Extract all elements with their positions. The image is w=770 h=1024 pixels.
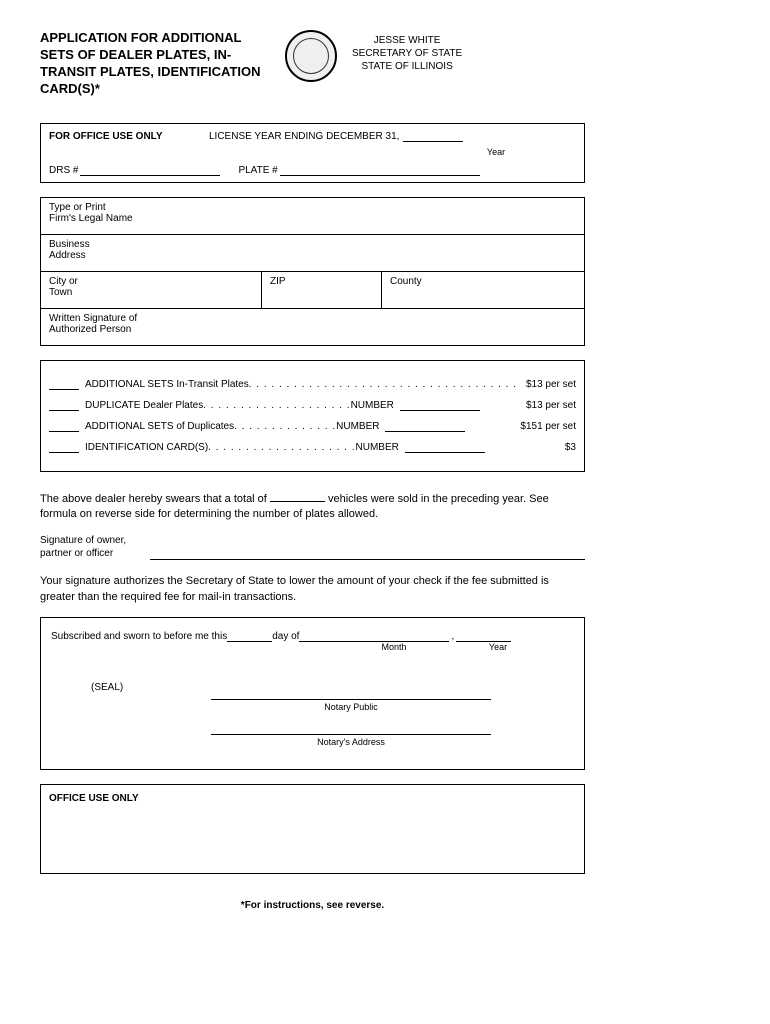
notary-box: Subscribed and sworn to before me this d…: [40, 617, 585, 770]
authority-block: JESSE WHITE SECRETARY OF STATE STATE OF …: [352, 30, 462, 73]
fee-intransit: ADDITIONAL SETS In-Transit Plates . . . …: [49, 379, 576, 390]
notary-public-label: Notary Public: [211, 702, 491, 712]
owner-signature-row: Signature of owner, partner or officer: [40, 534, 585, 560]
duplicate-number-field[interactable]: [400, 400, 480, 411]
plate-label: PLATE #: [238, 165, 277, 176]
number-label: NUMBER: [336, 421, 379, 432]
label-zip: ZIP: [270, 276, 373, 287]
state-name: STATE OF ILLINOIS: [352, 60, 462, 73]
office-use-box-2: OFFICE USE ONLY: [40, 784, 585, 874]
owner-signature-field[interactable]: [150, 548, 585, 560]
intransit-price: $13 per set: [520, 379, 576, 390]
zip-cell[interactable]: ZIP: [261, 272, 381, 308]
notary-public-field[interactable]: [211, 699, 491, 700]
footnote: *For instructions, see reverse.: [40, 900, 585, 911]
day-field[interactable]: [227, 630, 272, 642]
notary-address-label: Notary's Address: [211, 737, 491, 747]
vehicles-sold-field[interactable]: [270, 490, 325, 502]
drs-field[interactable]: [80, 164, 220, 176]
year-field[interactable]: [456, 630, 511, 642]
subscribed-text: Subscribed and sworn to before me this: [51, 631, 227, 642]
firm-name-row[interactable]: Type or Print Firm's Legal Name: [41, 198, 584, 235]
label-address: Address: [49, 250, 576, 261]
owner-sig-label: Signature of owner, partner or officer: [40, 534, 140, 560]
duplicate-qty-field[interactable]: [49, 400, 79, 411]
dots: . . . . . . . . . . . . . . . . . . . .: [203, 400, 350, 411]
office-use-box: FOR OFFICE USE ONLY LICENSE YEAR ENDING …: [40, 123, 585, 183]
year-sublabel: Year: [466, 147, 526, 157]
label-county: County: [390, 276, 576, 287]
fee-duplicate: DUPLICATE Dealer Plates . . . . . . . . …: [49, 400, 576, 411]
county-cell[interactable]: County: [381, 272, 584, 308]
dots: . . . . . . . . . . . . . . . . . . . . …: [249, 379, 517, 390]
form-title: APPLICATION FOR ADDITIONAL SETS OF DEALE…: [40, 30, 270, 98]
notary-address-field[interactable]: [211, 734, 491, 735]
intransit-label: ADDITIONAL SETS In-Transit Plates: [85, 379, 249, 390]
office-use-label: FOR OFFICE USE ONLY: [49, 131, 209, 142]
business-address-row[interactable]: Business Address: [41, 235, 584, 272]
license-year-text: LICENSE YEAR ENDING DECEMBER 31,: [209, 131, 399, 142]
idcard-qty-field[interactable]: [49, 442, 79, 453]
duplicate-label: DUPLICATE Dealer Plates: [85, 400, 203, 411]
office-use-2-label: OFFICE USE ONLY: [49, 793, 576, 804]
additional-dup-label: ADDITIONAL SETS of Duplicates: [85, 421, 234, 432]
city-zip-county-row: City or Town ZIP County: [41, 272, 584, 309]
year-sublabel: Year: [469, 642, 527, 652]
fee-additional-dup: ADDITIONAL SETS of Duplicates . . . . . …: [49, 421, 576, 432]
plate-field[interactable]: [280, 164, 480, 176]
auth-paragraph: Your signature authorizes the Secretary …: [40, 574, 585, 605]
number-label: NUMBER: [356, 442, 399, 453]
sworn-paragraph: The above dealer hereby swears that a to…: [40, 490, 585, 523]
number-label: NUMBER: [351, 400, 394, 411]
duplicate-price: $13 per set: [520, 400, 576, 411]
official-title: SECRETARY OF STATE: [352, 47, 462, 60]
drs-label: DRS #: [49, 165, 78, 176]
additional-dup-number-field[interactable]: [385, 421, 465, 432]
license-year-field[interactable]: [403, 130, 463, 142]
month-field[interactable]: [299, 630, 449, 642]
idcard-label: IDENTIFICATION CARD(S): [85, 442, 208, 453]
label-city: City or: [49, 276, 253, 287]
seal-label: (SEAL): [91, 682, 574, 693]
fee-idcard: IDENTIFICATION CARD(S) . . . . . . . . .…: [49, 442, 576, 453]
label-town: Town: [49, 287, 253, 298]
fees-box: ADDITIONAL SETS In-Transit Plates . . . …: [40, 360, 585, 472]
month-sublabel: Month: [319, 642, 469, 652]
title-block: APPLICATION FOR ADDITIONAL SETS OF DEALE…: [40, 30, 270, 98]
dots: . . . . . . . . . . . . . . . . . . . .: [208, 442, 355, 453]
label-business: Business: [49, 239, 576, 250]
additional-dup-qty-field[interactable]: [49, 421, 79, 432]
header: APPLICATION FOR ADDITIONAL SETS OF DEALE…: [40, 30, 680, 98]
idcard-number-field[interactable]: [405, 442, 485, 453]
sworn-text-a: The above dealer hereby swears that a to…: [40, 493, 270, 505]
label-type-print: Type or Print: [49, 202, 576, 213]
label-signature1: Written Signature of: [49, 313, 576, 324]
dots: . . . . . . . . . . . . . .: [234, 421, 336, 432]
idcard-price: $3: [559, 442, 576, 453]
label-signature2: Authorized Person: [49, 324, 576, 335]
day-of-text: day of: [272, 631, 299, 642]
additional-dup-price: $151 per set: [514, 421, 576, 432]
state-seal-icon: [285, 30, 337, 82]
comma: ,: [451, 631, 454, 642]
intransit-qty-field[interactable]: [49, 379, 79, 390]
applicant-info-table: Type or Print Firm's Legal Name Business…: [40, 197, 585, 346]
label-firm-name: Firm's Legal Name: [49, 213, 576, 224]
signature-row[interactable]: Written Signature of Authorized Person: [41, 309, 584, 345]
city-cell[interactable]: City or Town: [41, 272, 261, 308]
official-name: JESSE WHITE: [352, 34, 462, 47]
